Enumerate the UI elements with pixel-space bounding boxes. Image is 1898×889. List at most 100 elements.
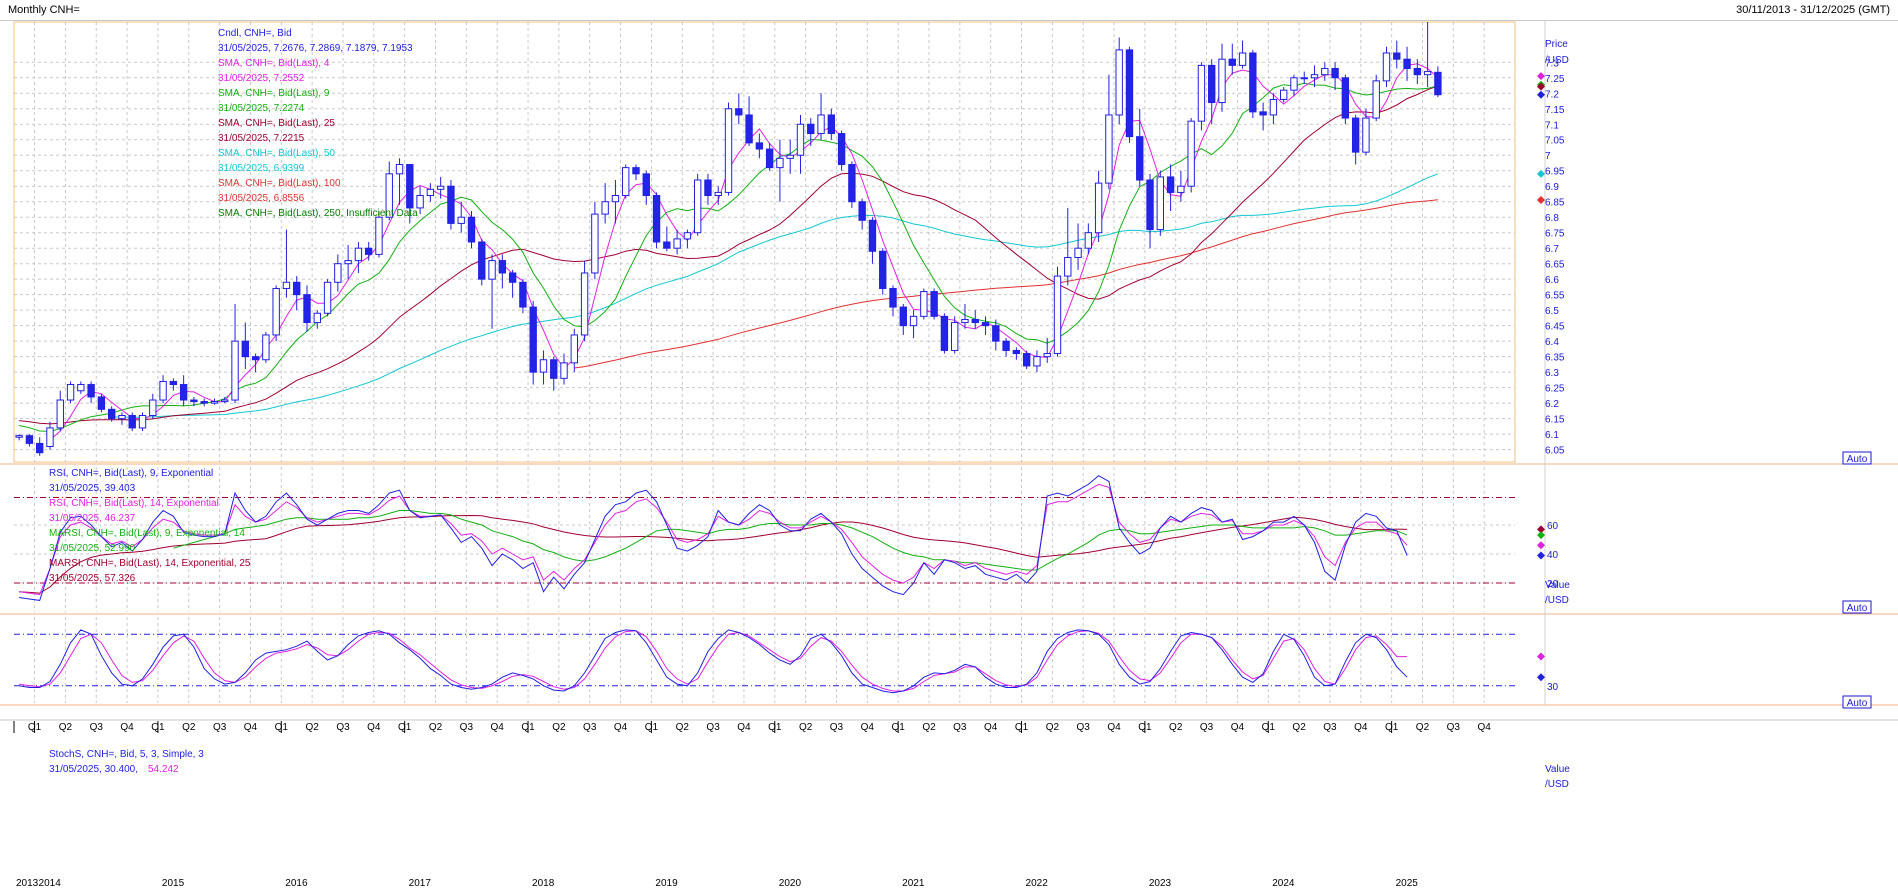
- candle-up[interactable]: [683, 232, 692, 240]
- candle-up[interactable]: [1064, 256, 1072, 277]
- candle-up[interactable]: [673, 238, 681, 249]
- candle-down[interactable]: [179, 384, 188, 401]
- candle-down[interactable]: [1393, 52, 1401, 60]
- candle-down[interactable]: [868, 219, 877, 252]
- candle-up[interactable]: [118, 415, 126, 420]
- candle-down[interactable]: [848, 164, 856, 203]
- candle-down[interactable]: [1002, 340, 1010, 351]
- candle-up[interactable]: [334, 263, 342, 283]
- candle-down[interactable]: [467, 216, 476, 243]
- candle-up[interactable]: [1290, 77, 1298, 91]
- candle-down[interactable]: [519, 281, 527, 308]
- candle-up[interactable]: [580, 272, 589, 336]
- candle-up[interactable]: [1279, 89, 1288, 100]
- candle-down[interactable]: [1434, 71, 1442, 96]
- candle-up[interactable]: [1105, 114, 1113, 184]
- candle-down[interactable]: [1259, 111, 1267, 116]
- candle-down[interactable]: [550, 359, 558, 379]
- candle-down[interactable]: [1136, 136, 1144, 181]
- candle-down[interactable]: [879, 250, 887, 289]
- candle-down[interactable]: [632, 167, 640, 175]
- candle-up[interactable]: [1321, 67, 1329, 76]
- candle-up[interactable]: [1238, 52, 1247, 66]
- candle-up[interactable]: [693, 179, 702, 234]
- candle-up[interactable]: [272, 287, 280, 336]
- candle-up[interactable]: [1423, 71, 1432, 76]
- candle-down[interactable]: [837, 133, 846, 166]
- candle-down[interactable]: [1341, 77, 1350, 119]
- candle-up[interactable]: [149, 399, 157, 417]
- candle-up[interactable]: [714, 191, 722, 197]
- auto-scale-button[interactable]: [1842, 695, 1872, 709]
- candle-up[interactable]: [920, 291, 928, 317]
- candle-up[interactable]: [46, 427, 54, 448]
- candle-up[interactable]: [1177, 185, 1185, 193]
- candle-up[interactable]: [622, 167, 630, 197]
- candle-down[interactable]: [1331, 67, 1339, 79]
- candle-down[interactable]: [478, 241, 486, 280]
- candle-up[interactable]: [1382, 52, 1391, 82]
- candle-up[interactable]: [457, 216, 465, 224]
- candle-up[interactable]: [1197, 64, 1206, 122]
- candle-up[interactable]: [323, 281, 332, 314]
- candle-down[interactable]: [1413, 67, 1422, 76]
- candle-down[interactable]: [940, 315, 949, 351]
- candle-down[interactable]: [1022, 353, 1031, 367]
- candle-up[interactable]: [344, 260, 352, 265]
- candle-down[interactable]: [981, 322, 990, 327]
- candle-down[interactable]: [365, 247, 373, 255]
- candle-up[interactable]: [436, 185, 445, 190]
- candle-down[interactable]: [406, 164, 414, 209]
- candle-down[interactable]: [827, 114, 836, 135]
- candle-down[interactable]: [447, 185, 455, 224]
- candle-down[interactable]: [745, 114, 753, 144]
- candle-down[interactable]: [735, 108, 743, 116]
- candle-up[interactable]: [1115, 49, 1123, 116]
- candle-up[interactable]: [1310, 74, 1319, 79]
- candle-up[interactable]: [66, 384, 75, 401]
- candle-down[interactable]: [107, 408, 116, 420]
- candle-up[interactable]: [416, 195, 424, 209]
- candle-up[interactable]: [262, 334, 270, 361]
- candle-up[interactable]: [426, 188, 435, 197]
- candle-up[interactable]: [1269, 98, 1278, 116]
- auto-scale-button[interactable]: [1842, 600, 1872, 614]
- candle-down[interactable]: [25, 435, 34, 444]
- candle-down[interactable]: [241, 340, 250, 358]
- candle-down[interactable]: [36, 442, 44, 454]
- candle-up[interactable]: [1372, 80, 1380, 119]
- candle-down[interactable]: [1166, 176, 1175, 193]
- candle-up[interactable]: [961, 318, 969, 324]
- candle-up[interactable]: [375, 216, 383, 255]
- candle-down[interactable]: [765, 148, 774, 169]
- candle-up[interactable]: [395, 164, 404, 175]
- candle-up[interactable]: [796, 123, 805, 156]
- candle-down[interactable]: [704, 179, 712, 197]
- candle-down[interactable]: [652, 195, 661, 243]
- candle-down[interactable]: [87, 384, 95, 398]
- candle-up[interactable]: [1053, 275, 1062, 355]
- candle-down[interactable]: [971, 318, 979, 324]
- candle-down[interactable]: [190, 399, 198, 403]
- candle-up[interactable]: [159, 380, 167, 401]
- candle-up[interactable]: [1218, 58, 1226, 104]
- candle-up[interactable]: [1033, 356, 1041, 367]
- candle-down[interactable]: [169, 380, 178, 386]
- candle-down[interactable]: [498, 260, 507, 274]
- candle-up[interactable]: [1043, 353, 1051, 358]
- candle-up[interactable]: [210, 401, 219, 404]
- candle-down[interactable]: [1146, 179, 1154, 231]
- candle-down[interactable]: [755, 142, 764, 150]
- candle-up[interactable]: [786, 154, 794, 159]
- candle-down[interactable]: [251, 356, 260, 361]
- candle-up[interactable]: [385, 173, 393, 218]
- candle-up[interactable]: [539, 359, 548, 373]
- candle-down[interactable]: [889, 287, 897, 308]
- candle-up[interactable]: [56, 399, 64, 429]
- candle-down[interactable]: [1351, 117, 1360, 153]
- candle-up[interactable]: [231, 340, 239, 401]
- candle-up[interactable]: [724, 108, 733, 193]
- candle-down[interactable]: [642, 173, 650, 197]
- candle-down[interactable]: [293, 281, 301, 296]
